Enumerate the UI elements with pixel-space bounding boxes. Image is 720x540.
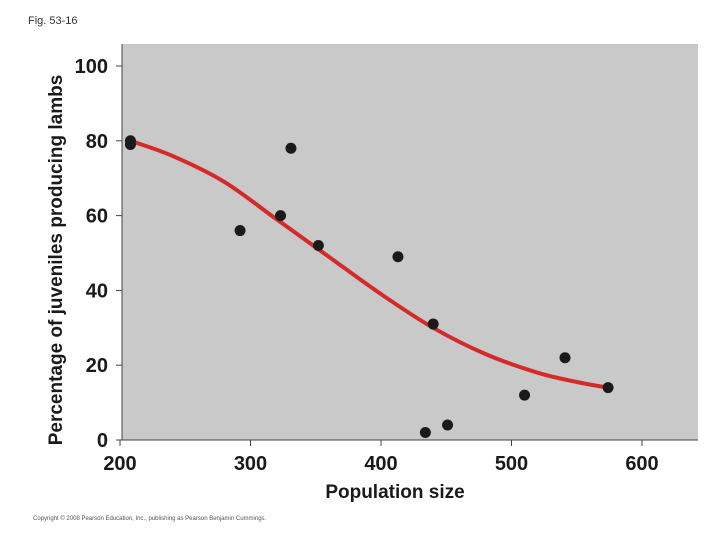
y-tick-label: 100 bbox=[75, 56, 108, 78]
data-point bbox=[312, 240, 324, 252]
data-point bbox=[442, 419, 454, 431]
y-tick-label: 40 bbox=[86, 280, 108, 302]
figure-label: Fig. 53-16 bbox=[28, 15, 78, 27]
data-point bbox=[285, 142, 297, 154]
data-point bbox=[234, 225, 246, 237]
axes bbox=[121, 44, 698, 441]
data-point bbox=[392, 251, 404, 263]
data-point bbox=[519, 389, 531, 401]
y-tick-label: 20 bbox=[86, 355, 108, 377]
trend-line bbox=[128, 138, 611, 390]
x-tick-label: 500 bbox=[495, 453, 528, 475]
copyright-notice: Copyright © 2008 Pearson Education, Inc.… bbox=[33, 516, 267, 522]
data-points bbox=[124, 135, 614, 439]
data-point bbox=[275, 210, 287, 222]
x-tick-label: 600 bbox=[625, 453, 658, 475]
y-axis-label: Percentage of juveniles producing lambs bbox=[46, 75, 67, 446]
x-tick-label: 200 bbox=[103, 453, 136, 475]
tick-labels: 200 300 400 500 600 0 20 40 60 80 100 bbox=[75, 56, 659, 475]
data-point bbox=[559, 352, 571, 364]
data-point bbox=[419, 427, 431, 439]
y-tick-label: 0 bbox=[97, 430, 108, 452]
y-tick-label: 80 bbox=[86, 131, 108, 153]
plot-background bbox=[122, 44, 698, 440]
x-tick-label: 300 bbox=[234, 453, 267, 475]
y-tick-label: 60 bbox=[86, 206, 108, 228]
data-point bbox=[427, 318, 439, 330]
data-point bbox=[602, 382, 614, 394]
x-axis-label: Population size bbox=[325, 482, 464, 503]
x-tick-label: 400 bbox=[364, 453, 397, 475]
data-point bbox=[124, 135, 136, 147]
